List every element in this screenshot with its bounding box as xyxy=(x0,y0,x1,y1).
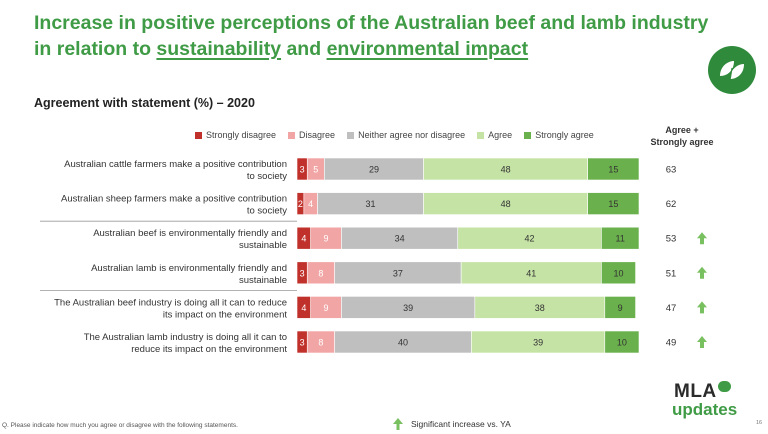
category-label: Australian beef is environmentally frien… xyxy=(93,228,287,239)
category-label: Australian lamb is environmentally frien… xyxy=(91,263,287,274)
data-label: 42 xyxy=(525,234,535,244)
agree-total-label: 62 xyxy=(666,199,677,210)
up-arrow-icon xyxy=(697,266,707,279)
legend-label: Agree xyxy=(488,130,513,140)
legend-swatch xyxy=(524,131,532,139)
agree-column-header: Agree + Strongly agree xyxy=(648,124,716,148)
legend-swatch xyxy=(477,131,485,139)
category-label: sustainable xyxy=(239,240,287,251)
category-label: The Australian lamb industry is doing al… xyxy=(84,332,287,343)
data-label: 40 xyxy=(398,338,408,348)
bar-segment xyxy=(601,226,640,250)
data-label: 2 xyxy=(298,199,303,209)
data-label: 8 xyxy=(318,268,323,278)
speech-bubble-icon xyxy=(718,381,731,392)
up-arrow-icon xyxy=(697,232,707,245)
page-title: Increase in positive perceptions of the … xyxy=(34,10,714,62)
up-arrow-icon xyxy=(697,336,707,348)
category-label: to society xyxy=(247,206,287,217)
agree-total-label: 47 xyxy=(666,303,677,314)
legend-label: Strongly disagree xyxy=(206,130,277,140)
agree-total-label: 53 xyxy=(666,234,677,245)
mla-updates-logo: MLA updates xyxy=(668,381,748,423)
significance-legend-label: Significant increase vs. YA xyxy=(411,419,511,429)
data-label: 3 xyxy=(300,338,305,348)
significance-legend: Significant increase vs. YA xyxy=(393,418,511,430)
category-label: reduce its impact on the environment xyxy=(131,344,287,355)
legend-label: Disagree xyxy=(299,130,336,140)
bar-segment xyxy=(601,261,636,285)
legend-label: Neither agree nor disagree xyxy=(358,130,466,140)
data-label: 4 xyxy=(301,234,306,244)
data-label: 3 xyxy=(300,268,305,278)
data-label: 39 xyxy=(533,338,543,348)
data-label: 39 xyxy=(403,303,413,313)
agree-header-line-2: Strongly agree xyxy=(650,137,714,147)
title-line-1: Increase in positive perceptions of the … xyxy=(34,12,709,34)
leaf-badge xyxy=(708,46,756,94)
data-label: 37 xyxy=(393,268,403,278)
data-label: 4 xyxy=(301,303,306,313)
bar-segment xyxy=(587,192,640,215)
up-arrow-icon xyxy=(697,301,707,314)
data-label: 15 xyxy=(608,165,618,175)
legend-item: Disagree xyxy=(288,130,335,140)
logo-updates: updates xyxy=(672,400,738,419)
data-label: 34 xyxy=(395,234,405,244)
data-label: 11 xyxy=(616,234,625,244)
data-label: 5 xyxy=(313,165,318,175)
category-label: The Australian beef industry is doing al… xyxy=(54,297,287,308)
data-label: 41 xyxy=(526,268,536,278)
legend-item: Strongly disagree xyxy=(195,130,276,140)
category-label: to society xyxy=(247,171,287,182)
logo-mla: MLA xyxy=(674,381,717,402)
data-label: 10 xyxy=(617,338,627,348)
title-mid: and xyxy=(281,38,327,60)
data-label: 29 xyxy=(369,165,379,175)
title-line-2: in relation to sustainability and enviro… xyxy=(34,36,714,62)
agree-header-line-1: Agree + xyxy=(665,125,699,135)
legend-item: Strongly agree xyxy=(524,130,594,140)
data-label: 9 xyxy=(618,303,623,313)
legend-item: Agree xyxy=(477,130,512,140)
leaf-icon xyxy=(720,61,744,81)
legend-item: Neither agree nor disagree xyxy=(347,130,465,140)
data-label: 48 xyxy=(501,199,511,209)
data-label: 38 xyxy=(535,303,545,313)
agree-total-label: 49 xyxy=(666,338,677,349)
title-prefix: in relation to xyxy=(34,38,157,60)
data-label: 31 xyxy=(366,199,376,209)
data-label: 9 xyxy=(324,234,329,244)
title-sustainability: sustainability xyxy=(156,38,282,60)
data-label: 48 xyxy=(501,165,511,175)
chart-subtitle: Agreement with statement (%) – 2020 xyxy=(34,96,255,110)
chart-legend: Strongly disagree Disagree Neither agree n… xyxy=(195,128,606,142)
bar-segment xyxy=(587,157,640,181)
page-number: 16 xyxy=(756,420,763,426)
data-label: 10 xyxy=(613,268,623,278)
legend-swatch xyxy=(288,131,296,139)
bar-segment xyxy=(604,330,640,354)
legend-swatch xyxy=(195,131,202,139)
legend-label: Strongly agree xyxy=(535,130,594,140)
category-label: sustainable xyxy=(239,275,287,286)
category-label: Australian cattle farmers make a positiv… xyxy=(64,159,287,170)
agree-total-label: 63 xyxy=(666,165,677,176)
data-label: 3 xyxy=(300,165,305,175)
title-environmental-impact: environmental impact xyxy=(326,38,529,60)
footnote: Q. Please indicate how much you agree or… xyxy=(2,422,238,429)
legend-swatch xyxy=(347,131,355,139)
data-label: 4 xyxy=(308,199,313,209)
category-label: its impact on the environment xyxy=(163,309,287,320)
bar-segment xyxy=(604,296,636,319)
data-label: 8 xyxy=(318,338,323,348)
category-label: Australian sheep farmers make a positive… xyxy=(61,194,287,205)
up-arrow-icon xyxy=(393,418,403,430)
data-label: 15 xyxy=(608,199,618,209)
data-label: 9 xyxy=(324,303,329,313)
agree-total-label: 51 xyxy=(666,268,677,279)
